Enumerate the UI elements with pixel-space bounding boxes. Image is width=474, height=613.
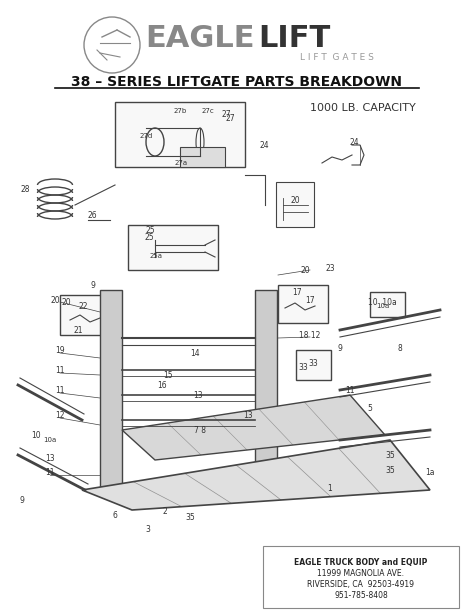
Text: 35: 35 <box>385 451 395 460</box>
Text: 35: 35 <box>185 512 195 522</box>
Text: 11: 11 <box>45 468 55 476</box>
Polygon shape <box>82 440 430 510</box>
Text: 10a: 10a <box>376 303 389 309</box>
FancyBboxPatch shape <box>128 225 218 270</box>
Text: 3: 3 <box>146 525 150 535</box>
Text: 951-785-8408: 951-785-8408 <box>334 592 388 601</box>
Text: 14: 14 <box>190 349 200 357</box>
Text: 20: 20 <box>300 265 310 275</box>
Text: 20: 20 <box>290 196 300 205</box>
Text: 13: 13 <box>45 454 55 462</box>
Text: 35: 35 <box>385 465 395 474</box>
Text: 27: 27 <box>225 113 235 123</box>
Text: EAGLE: EAGLE <box>145 23 255 53</box>
Text: 8: 8 <box>398 343 402 352</box>
Text: 2: 2 <box>163 508 167 517</box>
Text: 12: 12 <box>55 411 65 419</box>
Text: 10a: 10a <box>44 437 56 443</box>
FancyBboxPatch shape <box>278 285 328 323</box>
Text: 26: 26 <box>88 211 98 220</box>
Text: 17: 17 <box>292 288 301 297</box>
Text: 27b: 27b <box>173 108 187 114</box>
Bar <box>100 290 122 490</box>
Text: 11: 11 <box>345 386 355 395</box>
Text: 24: 24 <box>349 137 359 147</box>
Text: 10: 10 <box>31 430 41 440</box>
Text: 9: 9 <box>19 495 25 504</box>
Text: 1a: 1a <box>425 468 435 476</box>
Text: 18 12: 18 12 <box>299 330 321 340</box>
Text: 15: 15 <box>163 370 173 379</box>
Text: 10  10a: 10 10a <box>368 297 396 306</box>
Text: 25a: 25a <box>150 253 163 259</box>
Text: RIVERSIDE, CA  92503-4919: RIVERSIDE, CA 92503-4919 <box>308 581 414 590</box>
Text: 6: 6 <box>112 511 118 519</box>
Text: 17: 17 <box>305 295 315 305</box>
FancyBboxPatch shape <box>115 102 245 167</box>
Text: 22: 22 <box>78 302 88 311</box>
Bar <box>255 290 277 490</box>
Text: 7 8: 7 8 <box>194 425 206 435</box>
Text: 27: 27 <box>222 110 232 119</box>
Text: 19: 19 <box>55 346 65 354</box>
Text: 9: 9 <box>91 281 95 289</box>
Text: 13: 13 <box>193 390 203 400</box>
Text: 33: 33 <box>308 359 318 368</box>
FancyBboxPatch shape <box>296 350 331 380</box>
Text: L I F T  G A T E S: L I F T G A T E S <box>300 53 374 61</box>
Text: 27a: 27a <box>175 160 188 166</box>
Text: 11: 11 <box>55 365 65 375</box>
Text: 33: 33 <box>298 363 308 372</box>
Text: 11: 11 <box>55 386 65 395</box>
FancyBboxPatch shape <box>370 292 405 317</box>
Text: 25: 25 <box>145 233 155 242</box>
Text: 21: 21 <box>73 326 83 335</box>
FancyBboxPatch shape <box>276 182 314 227</box>
Polygon shape <box>122 395 385 460</box>
Text: 25: 25 <box>145 226 155 235</box>
Text: 1000 LB. CAPACITY: 1000 LB. CAPACITY <box>310 103 416 113</box>
Text: 13: 13 <box>243 411 253 419</box>
FancyBboxPatch shape <box>60 295 115 335</box>
Text: 5: 5 <box>367 403 373 413</box>
Bar <box>180 147 225 167</box>
Text: 27d: 27d <box>140 133 153 139</box>
Text: LIFT: LIFT <box>258 23 330 53</box>
Text: 20: 20 <box>62 298 72 307</box>
Text: 38 – SERIES LIFTGATE PARTS BREAKDOWN: 38 – SERIES LIFTGATE PARTS BREAKDOWN <box>72 75 402 89</box>
Text: 11999 MAGNOLIA AVE.: 11999 MAGNOLIA AVE. <box>318 569 404 579</box>
Text: 27c: 27c <box>201 108 214 114</box>
Text: EAGLE TRUCK BODY and EQUIP: EAGLE TRUCK BODY and EQUIP <box>294 557 428 566</box>
Text: 9: 9 <box>337 343 342 352</box>
Text: 16: 16 <box>157 381 167 389</box>
Text: 24: 24 <box>259 140 269 150</box>
Text: 1: 1 <box>328 484 332 492</box>
Text: 20: 20 <box>50 295 60 305</box>
FancyBboxPatch shape <box>263 546 459 608</box>
Text: 23: 23 <box>325 264 335 273</box>
Text: 28: 28 <box>20 185 29 194</box>
